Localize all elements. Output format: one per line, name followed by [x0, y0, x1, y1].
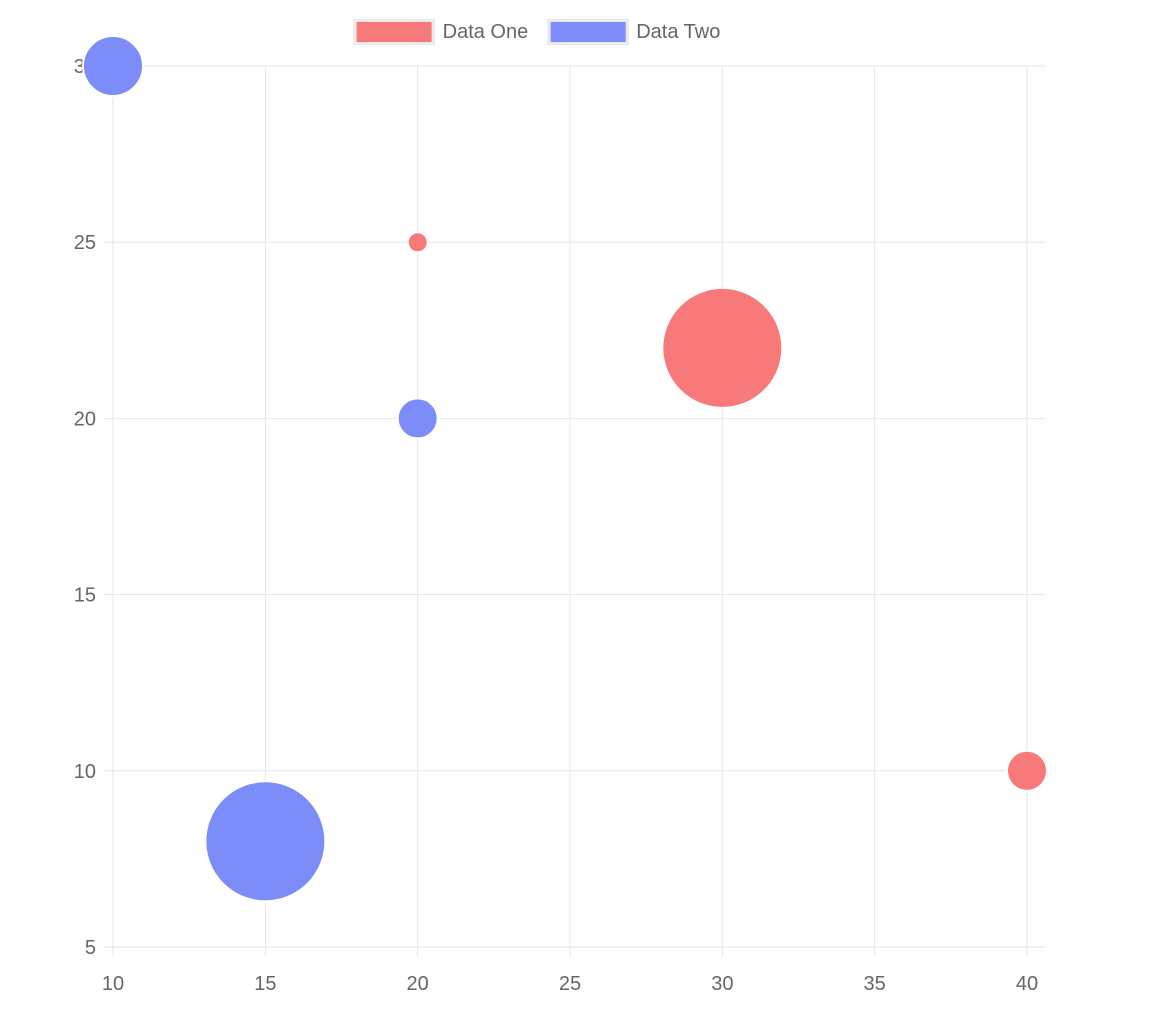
legend-item-data-one[interactable]: Data One — [353, 19, 529, 45]
legend-swatch-data-two — [547, 19, 629, 45]
legend-label-data-one: Data One — [442, 20, 529, 43]
y-tick-label: 20 — [74, 408, 96, 430]
y-tick-label: 25 — [74, 232, 96, 254]
bubble-data-two-1[interactable] — [396, 397, 439, 440]
x-tick-label: 15 — [254, 973, 276, 995]
chart-legend: Data One Data Two — [353, 19, 720, 45]
y-tick-label: 10 — [74, 761, 96, 783]
legend-swatch-data-one — [353, 19, 435, 45]
bubble-data-one-0[interactable] — [406, 231, 429, 254]
x-tick-label: 40 — [1016, 973, 1038, 995]
x-tick-label: 20 — [407, 973, 429, 995]
legend-label-data-two: Data Two — [636, 20, 721, 43]
bubble-data-one-2[interactable] — [1006, 749, 1048, 792]
bubble-data-two-2[interactable] — [204, 780, 327, 903]
bubble-data-one-1[interactable] — [661, 286, 784, 409]
x-tick-label: 35 — [864, 973, 886, 995]
y-tick-label: 15 — [74, 585, 96, 607]
y-tick-label: 5 — [85, 937, 96, 959]
x-tick-label: 25 — [559, 973, 581, 995]
bubble-data-two-0[interactable] — [82, 35, 144, 97]
x-tick-label: 30 — [711, 973, 733, 995]
legend-item-data-two[interactable]: Data Two — [547, 19, 720, 45]
x-tick-label: 10 — [102, 973, 124, 995]
